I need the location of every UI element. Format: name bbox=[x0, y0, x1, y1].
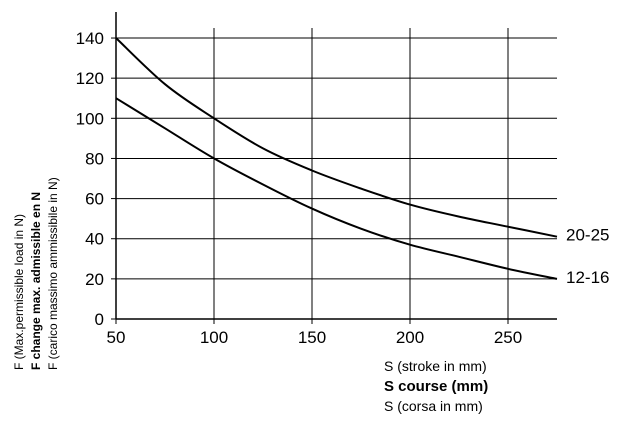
x-axis-label-line-3: S (corsa in mm) bbox=[384, 398, 483, 414]
y-tick-labels: 0 20 40 60 80 100 120 140 bbox=[76, 29, 104, 329]
grid bbox=[116, 28, 557, 319]
series-line-20-25 bbox=[115, 37, 558, 238]
x-tick-label-250: 250 bbox=[494, 328, 522, 347]
y-axis-label-line-3: F (carico massimo ammissibile in N) bbox=[46, 177, 60, 370]
y-tick-label-60: 60 bbox=[85, 190, 104, 209]
series-lines bbox=[115, 37, 558, 280]
series-labels: 20-25 12-16 bbox=[566, 226, 609, 287]
y-axis-label: F (Max.permissible load in N) F change m… bbox=[12, 177, 60, 370]
y-tick-label-0: 0 bbox=[95, 310, 104, 329]
series-label-20-25: 20-25 bbox=[566, 226, 609, 245]
y-tick-label-80: 80 bbox=[85, 149, 104, 168]
series-label-12-16: 12-16 bbox=[566, 268, 609, 287]
y-axis-label-line-1: F (Max.permissible load in N) bbox=[12, 214, 26, 370]
x-tick-label-100: 100 bbox=[200, 328, 228, 347]
y-tick-label-40: 40 bbox=[85, 230, 104, 249]
x-tick-label-200: 200 bbox=[396, 328, 424, 347]
y-axis-label-line-2: F change max. admissible en N bbox=[29, 192, 43, 370]
x-axis-label-line-1: S (stroke in mm) bbox=[384, 358, 487, 374]
y-tick-label-20: 20 bbox=[85, 270, 104, 289]
y-tick-label-140: 140 bbox=[76, 29, 104, 48]
axes bbox=[111, 12, 557, 324]
x-axis-label-line-2: S course (mm) bbox=[384, 378, 488, 395]
x-tick-label-50: 50 bbox=[107, 328, 126, 347]
y-tick-label-100: 100 bbox=[76, 109, 104, 128]
x-tick-label-150: 150 bbox=[298, 328, 326, 347]
y-tick-label-120: 120 bbox=[76, 69, 104, 88]
series-line-12-16 bbox=[115, 97, 558, 280]
x-tick-labels: 50 100 150 200 250 bbox=[107, 328, 523, 347]
x-axis-label: S (stroke in mm) S course (mm) S (corsa … bbox=[384, 358, 488, 414]
